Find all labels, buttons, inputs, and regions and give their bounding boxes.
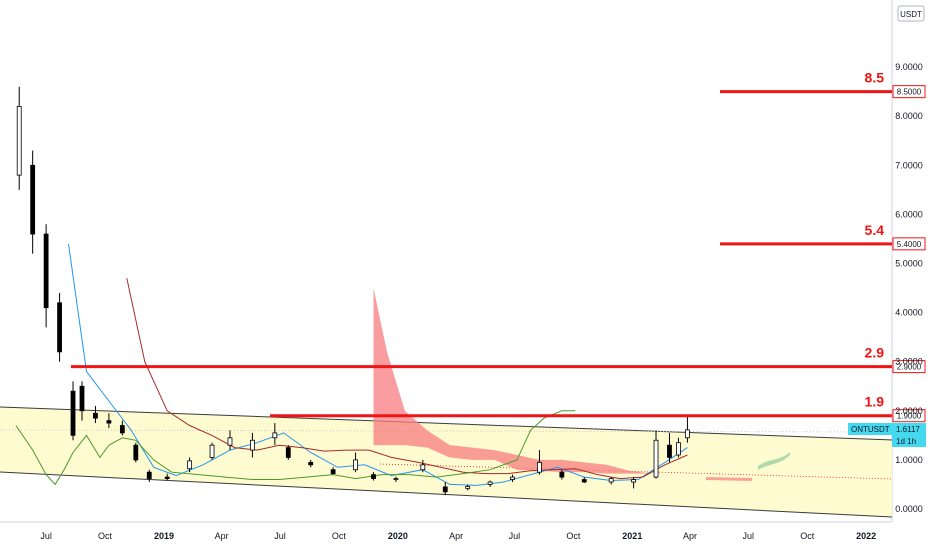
candle-body-12 xyxy=(187,460,193,470)
symbol-tag: ONTUSDT xyxy=(851,425,890,434)
time-tick-2: 2019 xyxy=(154,531,174,541)
time-tick-5: Oct xyxy=(332,531,347,541)
time-tick-10: 2021 xyxy=(622,531,642,541)
price-tick-0: 9.0000 xyxy=(895,62,923,72)
candle-body-7 xyxy=(106,420,112,424)
level-label-2.9: 2.9 xyxy=(865,345,885,361)
level-axis-label-5.4: 5.4000 xyxy=(897,240,922,249)
price-tick-1: 8.0000 xyxy=(895,111,923,121)
channel-upper-line xyxy=(0,406,893,441)
cloud-future-bearish xyxy=(706,477,752,481)
last-price-value: 1.6117 xyxy=(896,425,920,434)
candle-body-10 xyxy=(146,471,152,479)
time-tick-1: Oct xyxy=(98,531,113,541)
time-tick-9: Oct xyxy=(566,531,581,541)
level-label-8.5: 8.5 xyxy=(865,70,885,86)
candle-body-25 xyxy=(465,486,471,489)
level-label-1.9: 1.9 xyxy=(865,394,885,410)
candle-body-29 xyxy=(559,471,565,478)
time-tick-13: Oct xyxy=(800,531,815,541)
candle-body-27 xyxy=(510,476,515,480)
candle-body-19 xyxy=(330,469,336,475)
candle-body-32 xyxy=(631,479,637,483)
price-tick-4: 5.0000 xyxy=(895,259,923,269)
candle-body-33 xyxy=(653,439,659,478)
candle-body-17 xyxy=(285,447,291,458)
candle-body-34 xyxy=(667,444,672,458)
symbol-tag-bg xyxy=(848,423,892,435)
candle-body-9 xyxy=(133,444,139,461)
series-chikou xyxy=(15,410,576,486)
time-tick-0: Jul xyxy=(40,531,52,541)
time-tick-12: Jul xyxy=(743,531,755,541)
candle-body-11 xyxy=(164,476,170,479)
time-tick-6: 2020 xyxy=(388,531,408,541)
candle-body-14 xyxy=(227,437,233,446)
candle-body-23 xyxy=(420,464,426,471)
price-tag-bg xyxy=(892,423,926,447)
candle-body-31 xyxy=(608,478,614,483)
candles xyxy=(16,86,690,496)
candle-body-22 xyxy=(393,478,399,480)
level-axis-label-1.9: 1.9000 xyxy=(897,412,922,421)
candle-body-30 xyxy=(581,479,587,483)
series-kijun xyxy=(126,278,688,480)
candle-body-15 xyxy=(250,439,255,451)
price-axis[interactable]: 9.0000 8.0000 7.0000 6.0000 5.0000 4.0000 3.00… xyxy=(895,62,923,514)
candle-body-13 xyxy=(209,444,215,458)
price-tick-6: 3.0000 xyxy=(895,357,923,367)
level-label-5.4: 5.4 xyxy=(865,222,885,238)
last-price-dotted-line xyxy=(379,463,893,480)
candle-body-20 xyxy=(353,459,358,471)
level-axis-label-8.5: 8.5000 xyxy=(897,88,922,97)
price-tick-2: 7.0000 xyxy=(895,160,923,170)
price-tick-7: 2.0000 xyxy=(895,406,923,416)
candle-body-18 xyxy=(308,461,314,466)
candle-body-6 xyxy=(93,412,98,419)
level-axis-box-8.5 xyxy=(892,85,926,99)
candle-body-8 xyxy=(119,425,125,434)
time-tick-7: Apr xyxy=(449,531,463,541)
level-axis-box-5.4 xyxy=(892,237,926,251)
time-tick-4: Jul xyxy=(274,531,286,541)
level-axis-box-2.9 xyxy=(892,360,926,374)
candle-body-0 xyxy=(16,105,22,176)
time-tick-14: 2022 xyxy=(856,531,876,541)
candle-body-5 xyxy=(79,385,85,412)
candle-body-28 xyxy=(537,461,542,473)
level-axis-box-1.9 xyxy=(892,409,926,423)
cloud-future-bullish xyxy=(758,452,790,470)
price-tick-3: 6.0000 xyxy=(895,209,923,219)
currency-label: USDT xyxy=(900,10,922,19)
price-tick-9: 0.0000 xyxy=(895,504,923,514)
ichimoku-cloud xyxy=(373,288,790,481)
time-tick-8: Jul xyxy=(509,531,521,541)
time-tick-3: Apr xyxy=(215,531,229,541)
channel-lower-line xyxy=(0,471,893,518)
candle-body-24 xyxy=(442,486,448,493)
candle-body-35 xyxy=(676,442,681,456)
time-tick-11: Apr xyxy=(683,531,697,541)
time-axis[interactable]: Jul Oct 2019 Apr Jul Oct 2020 Apr Jul Oct 2021 Apr J… xyxy=(40,531,876,541)
candle-body-1 xyxy=(30,164,36,235)
price-tick-5: 4.0000 xyxy=(895,308,923,318)
candle-body-4 xyxy=(70,390,76,436)
last-price-tag: ONTUSDT 1.6117 1d 1h xyxy=(848,423,926,447)
candle-body-2 xyxy=(43,233,49,309)
price-tick-8: 1.0000 xyxy=(895,455,923,465)
last-price-countdown: 1d 1h xyxy=(896,437,916,446)
candle-body-36 xyxy=(685,429,690,439)
candle-body-26 xyxy=(487,481,493,485)
candle-body-3 xyxy=(57,302,62,353)
levels: 8.5 8.5000 5.4 5.4000 2.9 2.9000 1.9 1.9000 xyxy=(71,70,926,423)
currency-box[interactable]: USDT xyxy=(897,5,925,22)
level-axis-label-2.9: 2.9000 xyxy=(897,363,922,372)
candle-body-21 xyxy=(371,474,376,479)
candle-body-16 xyxy=(272,432,278,439)
